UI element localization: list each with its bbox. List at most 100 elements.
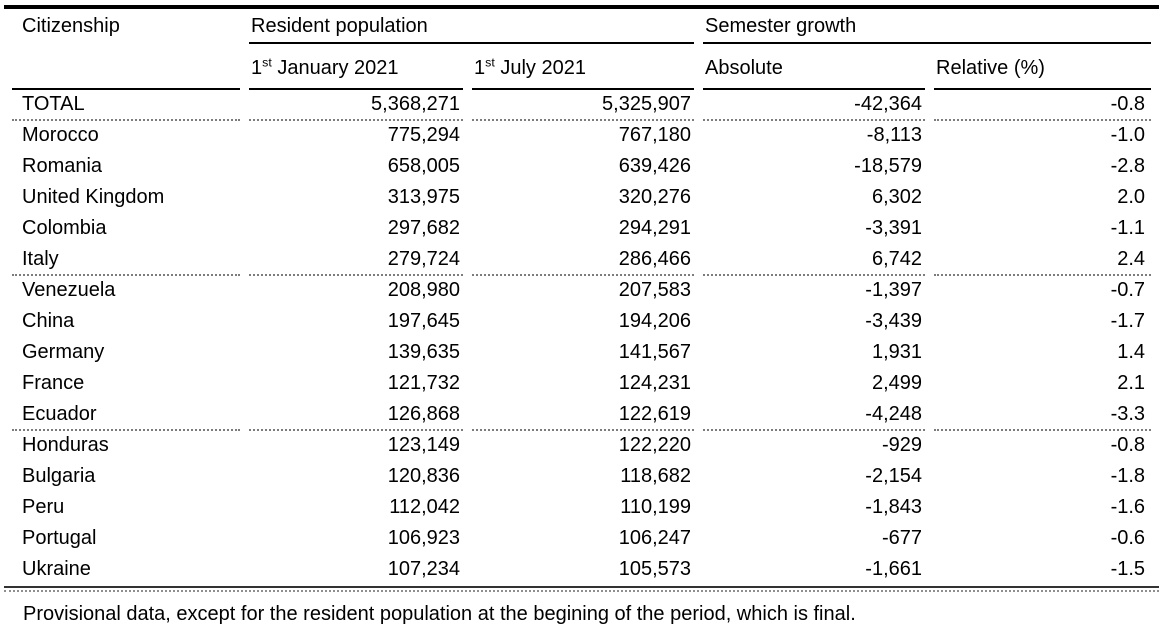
table-row: Portugal 106,923 106,247 -677 -0.6 [12,524,1151,555]
table-top-rule [4,5,1159,9]
growth-relative-cell: -1.1 [1110,217,1146,239]
population-jul-cell: 207,583 [618,279,692,301]
table-bottom-rule [4,586,1159,592]
population-table-sheet: Citizenship Resident population Semester… [3,5,1160,625]
population-jul-cell: 122,220 [618,434,692,456]
table-row: Bulgaria 120,836 118,682 -2,154 -1.8 [12,462,1151,493]
header-jan-rest: January 2021 [271,57,399,79]
population-jul-cell: 5,325,907 [472,90,695,121]
header-sub-row: 1st January 2021 1st July 2021 Absolute … [12,44,1152,90]
population-jan-cell: 112,042 [389,496,460,518]
population-jan-cell: 5,368,271 [249,90,463,121]
table-row: United Kingdom 313,975 320,276 6,302 2.0 [12,183,1151,214]
growth-relative-cell: -3.3 [934,400,1152,431]
country-name-cell: TOTAL [12,90,240,121]
table-row: France 121,732 124,231 2,499 2.1 [12,369,1151,400]
population-jul-cell: 639,426 [618,155,692,177]
country-name-cell: Morocco [22,124,99,146]
header-jan-ordinal: st [262,55,272,70]
growth-relative-cell: 2.1 [1117,372,1146,394]
population-jan-cell: 658,005 [387,155,460,177]
header-jul-prefix: 1 [474,57,486,79]
population-jul-cell: 110,199 [620,496,692,518]
population-jan-cell: 208,980 [387,279,460,301]
growth-relative-cell: -1.8 [1110,465,1146,487]
growth-absolute-cell: -929 [881,434,923,456]
country-name-cell: Germany [22,341,105,363]
population-jul-cell: 118,682 [620,465,692,487]
growth-relative-cell: -0.6 [1110,527,1146,549]
country-name-cell: Ukraine [22,558,91,580]
header-resident-population: Resident population [249,9,695,44]
growth-relative-cell: 2.4 [934,245,1152,276]
growth-relative-cell: -1.5 [1110,558,1146,580]
population-jul-cell: 194,206 [618,310,692,332]
table-row: Colombia 297,682 294,291 -3,391 -1.1 [12,214,1151,245]
growth-absolute-cell: 6,302 [871,186,923,208]
growth-absolute-cell: -677 [881,527,923,549]
country-name-cell: Portugal [22,527,97,549]
header-absolute: Absolute [703,44,926,90]
population-jul-cell: 141,567 [618,341,692,363]
country-name-cell: Romania [22,155,103,177]
growth-relative-cell: 2.0 [1117,186,1146,208]
growth-absolute-cell: -8,113 [866,124,923,146]
country-name-cell: China [22,310,75,332]
growth-relative-cell: -0.8 [1110,434,1146,456]
population-jan-cell: 126,868 [249,400,463,431]
header-jan-prefix: 1 [251,57,263,79]
population-jan-cell: 123,149 [387,434,460,456]
growth-absolute-cell: -42,364 [703,90,926,121]
table-row: Germany 139,635 141,567 1,931 1.4 [12,338,1151,369]
growth-absolute-cell: -1,397 [865,279,923,301]
population-jan-cell: 107,234 [387,558,460,580]
country-name-cell: Venezuela [22,279,116,301]
footnote: Provisional data, except for the residen… [23,603,856,625]
population-jan-cell: 775,294 [387,124,460,146]
population-jan-cell: 139,635 [387,341,460,363]
growth-relative-cell: -1.0 [1110,124,1146,146]
population-jul-cell: 767,180 [618,124,692,146]
population-jan-cell: 121,732 [387,372,460,394]
header-jul-2021: 1st July 2021 [472,44,695,90]
country-name-cell: Colombia [22,217,107,239]
growth-absolute-cell: -1,843 [865,496,923,518]
header-jul-ordinal: st [485,55,495,70]
country-name-cell: Ecuador [12,400,240,431]
table-row: Romania 658,005 639,426 -18,579 -2.8 [12,152,1151,183]
population-jan-cell: 279,724 [249,245,463,276]
population-jul-cell: 122,619 [472,400,695,431]
population-jan-cell: 297,682 [387,217,460,239]
population-jan-cell: 120,836 [387,465,460,487]
growth-relative-cell: -2.8 [1110,155,1146,177]
table-row: Morocco 775,294 767,180 -8,113 -1.0 [12,121,1151,152]
population-jan-cell: 313,975 [387,186,460,208]
country-name-cell: Bulgaria [22,465,96,487]
growth-absolute-cell: 6,742 [703,245,926,276]
population-jul-cell: 105,573 [618,558,692,580]
growth-relative-cell: -1.6 [1110,496,1146,518]
country-name-cell: Italy [12,245,240,276]
growth-absolute-cell: -4,248 [703,400,926,431]
growth-absolute-cell: -18,579 [854,155,923,177]
header-semester-growth: Semester growth [703,9,1152,44]
population-table: Citizenship Resident population Semester… [3,9,1160,586]
growth-absolute-cell: -3,439 [865,310,923,332]
growth-absolute-cell: -1,661 [865,558,923,580]
growth-absolute-cell: -3,391 [865,217,923,239]
population-jan-cell: 197,645 [387,310,460,332]
growth-relative-cell: -1.7 [1110,310,1146,332]
table-row: Venezuela 208,980 207,583 -1,397 -0.7 [12,276,1151,307]
growth-absolute-cell: 2,499 [871,372,923,394]
table-row: Italy 279,724 286,466 6,742 2.4 [12,245,1152,276]
table-row: Ecuador 126,868 122,619 -4,248 -3.3 [12,400,1152,431]
population-jul-cell: 320,276 [618,186,692,208]
table-row: China 197,645 194,206 -3,439 -1.7 [12,307,1151,338]
header-jan-2021: 1st January 2021 [249,44,463,90]
table-row: Ukraine 107,234 105,573 -1,661 -1.5 [12,555,1151,586]
country-name-cell: France [22,372,85,394]
header-relative: Relative (%) [934,44,1152,90]
country-name-cell: Peru [22,496,65,518]
header-group-row: Citizenship Resident population Semester… [12,9,1152,90]
growth-relative-cell: 1.4 [1117,341,1146,363]
